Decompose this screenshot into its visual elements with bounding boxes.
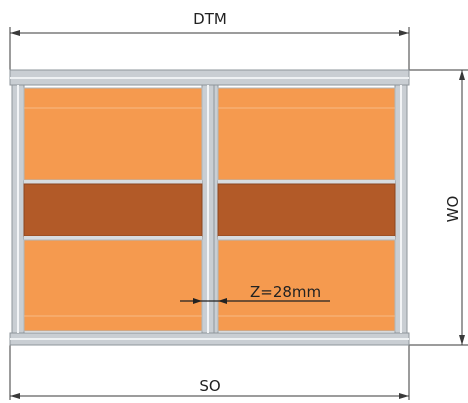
right-door-top-panel	[217, 87, 396, 181]
right-door-middle-panel	[217, 183, 396, 237]
right-door-inner-profile	[213, 84, 219, 334]
z-label: Z=28mm	[250, 283, 321, 301]
wo-label: WO	[444, 196, 462, 223]
so-label: SO	[199, 377, 220, 395]
left-door	[11, 84, 215, 334]
left-door-middle-panel	[23, 183, 203, 237]
dtm-dimension: DTM	[9, 10, 410, 70]
wo-dimension: WO	[409, 69, 468, 346]
left-door-bottom-panel	[23, 239, 203, 332]
wardrobe-frame	[9, 69, 410, 346]
dtm-label: DTM	[193, 10, 227, 28]
z-overlap-dimension: Z=28mm	[180, 283, 330, 304]
so-dimension: SO	[9, 345, 410, 400]
right-door	[213, 84, 408, 334]
left-door-top-panel	[23, 87, 203, 181]
